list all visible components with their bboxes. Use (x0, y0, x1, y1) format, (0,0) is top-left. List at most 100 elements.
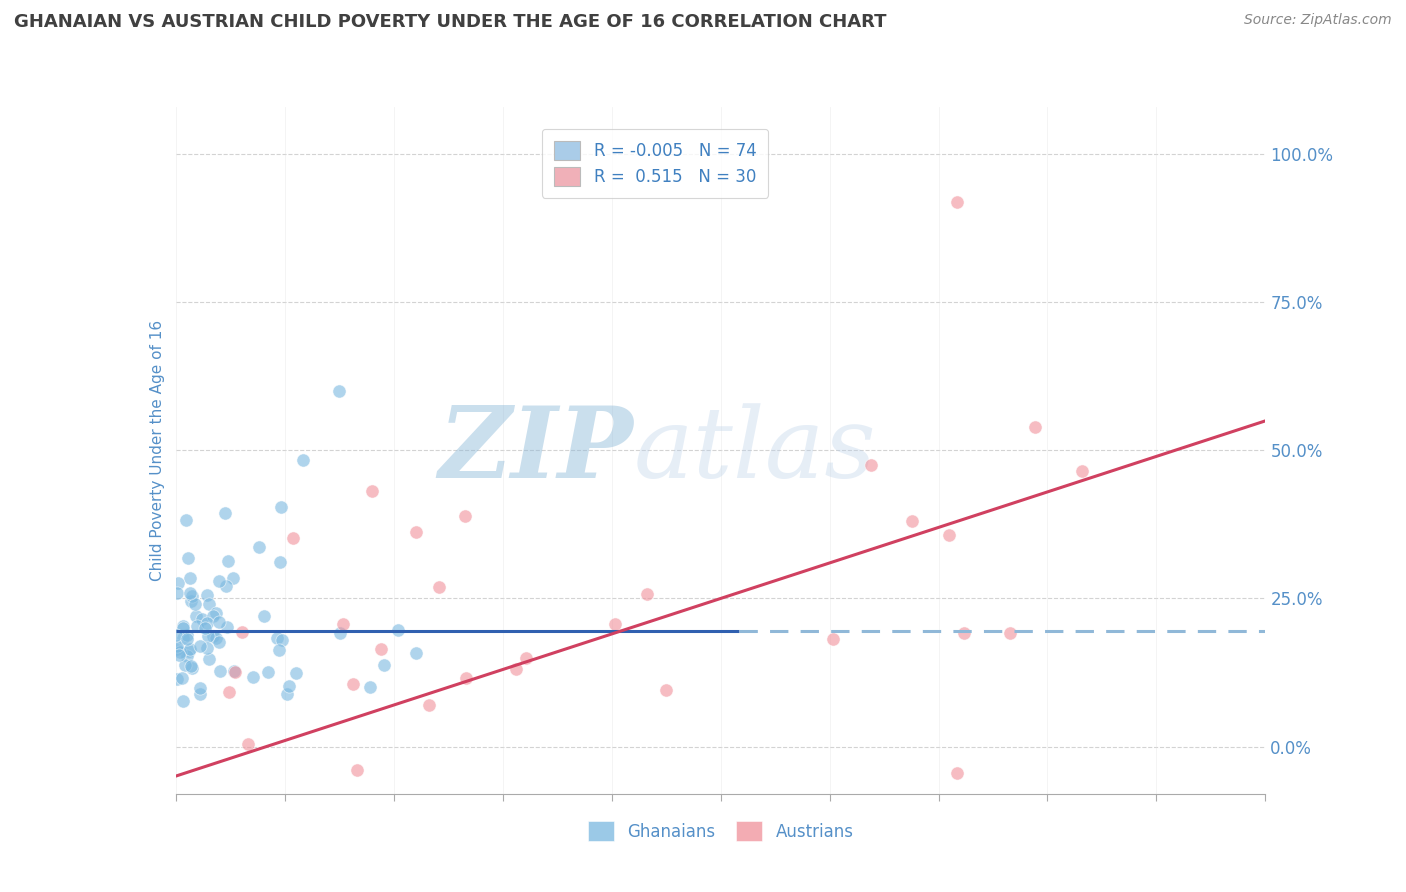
Point (938, 528, 960, 542)
Point (215, 579, 238, 593)
Point (901, 514, 924, 528)
Point (370, 642, 392, 657)
Point (387, 623, 409, 637)
Point (242, 670, 264, 684)
Point (359, 680, 381, 694)
Point (277, 679, 299, 693)
Point (166, 641, 188, 656)
Point (209, 664, 232, 678)
Point (197, 629, 219, 643)
Point (179, 571, 201, 585)
Point (169, 648, 191, 663)
Point (188, 687, 211, 701)
Point (180, 589, 202, 603)
Point (179, 642, 201, 657)
Point (194, 621, 217, 635)
Point (267, 643, 290, 657)
Point (172, 619, 194, 633)
Point (329, 626, 352, 640)
Point (405, 646, 427, 660)
Point (271, 632, 294, 647)
Point (1024, 420, 1046, 434)
Point (180, 660, 202, 674)
Point (654, 683, 676, 698)
Point (166, 586, 188, 600)
Point (222, 571, 245, 585)
Point (269, 555, 291, 569)
Text: atlas: atlas (633, 403, 876, 498)
Point (283, 531, 305, 545)
Point (605, 616, 627, 631)
Point (188, 681, 211, 695)
Point (172, 693, 194, 707)
Text: Source: ZipAtlas.com: Source: ZipAtlas.com (1244, 13, 1392, 28)
Point (202, 629, 225, 643)
Point (270, 500, 292, 514)
Point (197, 615, 219, 630)
Point (169, 645, 191, 659)
Point (821, 632, 844, 646)
Point (238, 737, 260, 751)
Point (247, 541, 270, 555)
Point (285, 665, 308, 680)
Point (172, 631, 194, 645)
Point (953, 626, 976, 640)
Point (253, 609, 276, 624)
Point (332, 617, 354, 632)
Text: ZIP: ZIP (439, 402, 633, 499)
Point (859, 458, 882, 473)
Point (456, 671, 478, 685)
Point (217, 554, 239, 568)
Y-axis label: Child Poverty Under the Age of 16: Child Poverty Under the Age of 16 (149, 320, 165, 581)
Point (418, 698, 440, 712)
Point (405, 524, 427, 539)
Point (188, 639, 211, 653)
Point (515, 651, 537, 665)
Point (176, 513, 198, 527)
Point (184, 608, 207, 623)
Point (172, 621, 194, 635)
Point (205, 631, 228, 645)
Point (177, 550, 200, 565)
Point (170, 671, 193, 685)
Point (218, 685, 240, 699)
Point (266, 631, 288, 645)
Point (1071, 464, 1094, 478)
Point (361, 484, 384, 499)
Point (166, 672, 188, 686)
Point (454, 508, 477, 523)
Point (186, 618, 208, 632)
Point (346, 763, 368, 777)
Point (208, 615, 231, 629)
Point (195, 640, 218, 655)
Point (427, 581, 450, 595)
Point (174, 657, 197, 672)
Text: GHANAIAN VS AUSTRIAN CHILD POVERTY UNDER THE AGE OF 16 CORRELATION CHART: GHANAIAN VS AUSTRIAN CHILD POVERTY UNDER… (14, 13, 887, 31)
Point (166, 640, 188, 654)
Point (208, 635, 231, 649)
Point (328, 384, 350, 399)
Point (197, 652, 219, 666)
Point (176, 649, 198, 664)
Point (191, 612, 214, 626)
Point (637, 587, 659, 601)
Point (176, 632, 198, 646)
Point (291, 453, 314, 467)
Point (195, 588, 218, 602)
Point (180, 658, 202, 673)
Point (205, 606, 228, 620)
Point (222, 664, 245, 678)
Point (1000, 626, 1022, 640)
Point (276, 687, 298, 701)
Point (373, 657, 395, 672)
Point (215, 620, 238, 634)
Point (505, 662, 527, 676)
Point (198, 597, 221, 611)
Point (342, 677, 364, 691)
Point (180, 594, 202, 608)
Point (176, 628, 198, 642)
Legend: Ghanaians, Austrians: Ghanaians, Austrians (581, 814, 860, 847)
Point (166, 576, 188, 591)
Point (179, 644, 201, 658)
Point (166, 628, 188, 642)
